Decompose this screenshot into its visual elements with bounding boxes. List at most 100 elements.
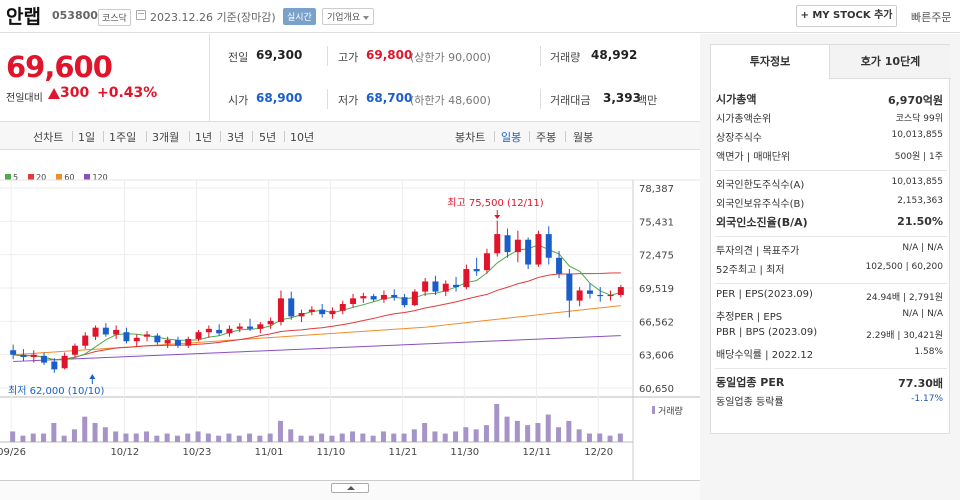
realtime-button[interactable]: 실시간 [283, 8, 316, 25]
candle-body [442, 283, 449, 292]
volume-bar [576, 429, 582, 442]
weekly-candle-button[interactable]: 주봉 [536, 131, 557, 144]
candle-body [576, 290, 583, 301]
x-tick-label: 11/30 [450, 447, 479, 458]
max-price-annotation: 최고 75,500 (12/11) [447, 197, 543, 209]
volume-bar [154, 435, 160, 442]
period-3m-button[interactable]: 3개월 [152, 131, 180, 144]
volume-bar [617, 433, 623, 442]
info-label: 외국인보유주식수(B) [716, 199, 805, 210]
x-tick-label: 10/12 [110, 447, 139, 458]
section-divider [715, 283, 947, 284]
candle-body [30, 354, 37, 357]
volume-bar [380, 431, 386, 442]
volume-bar [113, 431, 119, 442]
high-value: 69,800 [366, 48, 413, 62]
monthly-candle-button[interactable]: 월봉 [573, 131, 594, 144]
candle-body [586, 290, 593, 294]
right-panel: 투자정보 호가 10단계 시가총액 6,970억원 시가총액순위 코스닥 99위 상장주… [700, 34, 960, 500]
min-price-annotation: 최저 62,000 (10/10) [8, 385, 104, 397]
x-tick-label: 11/21 [389, 447, 418, 458]
volume-bar [308, 435, 314, 442]
info-label: 추정PER | EPS [716, 312, 783, 323]
volume-bar [71, 429, 77, 442]
volume-bar [370, 435, 376, 442]
volume-bar [453, 431, 459, 442]
info-label: 외국인소진율(B/A) [716, 216, 808, 229]
info-value: 21.50% [897, 215, 943, 228]
daily-candle-button[interactable]: 일봉 [501, 131, 522, 144]
volume-bar [319, 433, 325, 442]
open-value: 68,900 [256, 91, 303, 105]
period-3y-button[interactable]: 3년 [227, 131, 245, 144]
volume-bar [473, 429, 479, 442]
section-divider [715, 236, 947, 237]
period-10y-button[interactable]: 10년 [290, 131, 315, 144]
add-mystock-button[interactable]: + MY STOCK 추가 [796, 5, 897, 27]
volume-bar [216, 435, 222, 442]
candle-body [556, 257, 563, 274]
candle-body [607, 294, 614, 297]
period-1w-button[interactable]: 1주일 [109, 131, 137, 144]
x-tick-label: 11/10 [316, 447, 345, 458]
calendar-icon [136, 10, 146, 20]
candle-body [236, 326, 243, 329]
volume-bar [514, 420, 520, 442]
volume-value: 48,992 [591, 48, 638, 62]
candle-chart-label: 봉차트 [455, 131, 486, 144]
volume-bar [92, 423, 98, 442]
period-1d-button[interactable]: 1일 [78, 131, 96, 144]
period-5y-button[interactable]: 5년 [259, 131, 277, 144]
amount-unit: 백만 [637, 94, 658, 107]
legend-ma-5: 5 [5, 173, 18, 182]
max-arrowhead-icon [494, 215, 501, 219]
candle-body [308, 309, 315, 312]
volume-bar [339, 433, 345, 442]
candle-body [288, 298, 295, 317]
candle-body [432, 281, 439, 292]
volume-bar [164, 433, 170, 442]
price-chart[interactable]: 09/26 10/12 10/23 11/01 11/10 11/21 11/30 12/11… [0, 150, 700, 480]
candle-body [411, 291, 418, 306]
company-info-dropdown[interactable]: 기업개요 [322, 8, 375, 25]
info-value: 500원 | 1주 [894, 152, 943, 162]
volume-bar [195, 431, 201, 442]
info-label: PBR | BPS (2023.09) [716, 327, 818, 338]
candle-body [82, 335, 89, 346]
candle-body [174, 340, 181, 346]
info-label: 외국인한도주식수(A) [716, 180, 805, 191]
candle-body [380, 294, 387, 300]
quick-order-button[interactable]: 빠른주문 [911, 11, 952, 24]
x-tick-label: 12/20 [584, 447, 613, 458]
candle-body [277, 298, 284, 323]
candle-body [185, 338, 192, 346]
volume-bar [586, 433, 592, 442]
candle-body [123, 332, 130, 342]
candle-body [401, 297, 408, 306]
candle-body [525, 239, 532, 265]
period-1y-button[interactable]: 1년 [195, 131, 213, 144]
volume-bar [556, 427, 562, 442]
base-date: 2023.12.26 기준(장마감) [150, 11, 276, 24]
low-value: 68,700 [366, 91, 413, 105]
candle-body [20, 354, 27, 357]
info-value: N/A | N/A [902, 243, 943, 253]
volume-bar [144, 431, 150, 442]
tab-invest-info[interactable]: 투자정보 [711, 45, 830, 79]
candle-body [566, 273, 573, 301]
collapse-chart-button[interactable] [331, 483, 369, 493]
candle-body [535, 234, 542, 265]
candle-body [473, 269, 480, 272]
candle-body [504, 235, 511, 253]
candle-body [514, 239, 521, 253]
volume-bar [267, 433, 273, 442]
candle-body [216, 329, 223, 334]
prev-close-label: 전일 [228, 51, 249, 64]
stock-header: 안랩 053800 코스닥 2023.12.26 기준(장마감) 실시간 기업개… [0, 0, 960, 33]
candle-body [257, 324, 264, 329]
candle-body [350, 298, 357, 304]
y-tick-label: 66,562 [639, 317, 674, 328]
tab-quote-10[interactable]: 호가 10단계 [830, 45, 951, 79]
min-arrowhead-icon [89, 374, 96, 379]
volume-bar [10, 431, 16, 442]
